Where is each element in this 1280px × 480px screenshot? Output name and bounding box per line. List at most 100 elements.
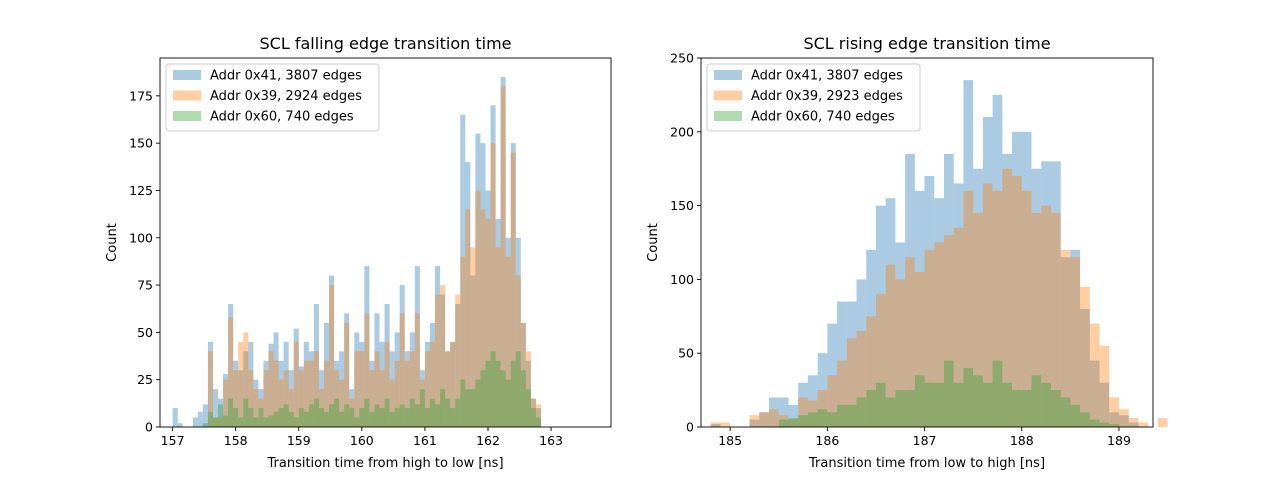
bar <box>827 375 838 427</box>
bar <box>875 205 886 427</box>
bar <box>470 389 476 427</box>
bar <box>238 370 244 427</box>
bar <box>1041 161 1051 427</box>
bar <box>866 316 876 427</box>
bar <box>905 257 915 427</box>
bar <box>807 412 818 427</box>
bar <box>480 143 486 427</box>
x-tick-label: 188 <box>1010 433 1034 448</box>
legend-label: Addr 0x41, 3807 edges <box>751 69 903 84</box>
x-tick-label: 160 <box>350 433 374 448</box>
bar <box>445 351 451 427</box>
legend-swatch <box>714 70 742 80</box>
bar <box>298 370 304 427</box>
bar <box>228 398 234 427</box>
bar <box>1099 422 1110 427</box>
bar <box>856 279 867 427</box>
bar <box>788 419 799 427</box>
bar <box>429 341 436 427</box>
bar <box>914 190 925 427</box>
y-tick-label: 75 <box>137 278 153 293</box>
bar <box>837 360 847 427</box>
bar <box>1109 397 1119 427</box>
bar <box>364 313 370 427</box>
bar <box>440 285 446 427</box>
bar <box>510 143 516 427</box>
bar <box>1002 168 1013 427</box>
bar <box>982 117 993 427</box>
chart-panel-2: 185 186 187 188 189 0 50 100 150 200 250 SCL rising… <box>646 34 1168 471</box>
bar <box>895 242 906 427</box>
bar <box>827 412 838 427</box>
bar <box>465 162 471 427</box>
bar <box>384 304 390 427</box>
bar <box>924 176 935 427</box>
legend-box <box>706 63 921 132</box>
bar <box>837 301 847 427</box>
x-tick-label: 163 <box>539 433 563 448</box>
y-tick-label: 150 <box>129 136 153 151</box>
bar <box>414 404 420 427</box>
series-2-bars <box>207 86 541 427</box>
bar <box>344 313 350 427</box>
bar <box>480 370 486 427</box>
bar <box>379 370 385 427</box>
bar <box>1021 390 1032 427</box>
bar <box>1012 131 1022 428</box>
bar <box>515 237 521 427</box>
bar <box>1118 409 1129 427</box>
bar <box>1080 286 1090 427</box>
bar <box>475 379 481 427</box>
bar <box>798 382 808 427</box>
bar <box>223 379 229 427</box>
bar <box>1060 257 1071 427</box>
bar <box>278 408 284 427</box>
bar <box>788 418 799 427</box>
bar <box>238 417 244 427</box>
bar <box>992 94 1003 428</box>
series-2-bars <box>710 168 1168 427</box>
bar <box>1031 375 1042 427</box>
bar <box>798 397 808 427</box>
bar <box>359 351 365 427</box>
legend-label: Addr 0x39, 2923 edges <box>751 89 903 104</box>
bar <box>404 351 410 427</box>
bar <box>440 389 446 427</box>
bar <box>1050 161 1061 427</box>
bar <box>1002 382 1013 427</box>
bar <box>520 322 526 427</box>
y-tick-label: 250 <box>670 51 694 66</box>
bar <box>283 370 289 427</box>
chart-panel-1: 157 158 159 160 161 162 163 0 25 50 75 100 125 150 175… <box>105 34 612 471</box>
bar <box>349 389 355 427</box>
bar <box>530 408 536 427</box>
bar <box>769 397 779 427</box>
bar <box>914 375 925 427</box>
bar <box>364 266 370 427</box>
bar <box>308 404 314 427</box>
bar <box>1109 412 1119 427</box>
bar <box>1118 415 1129 427</box>
bar <box>419 389 425 427</box>
bar <box>759 412 770 427</box>
bar <box>525 351 531 427</box>
bar <box>278 360 284 427</box>
bar <box>1070 249 1081 427</box>
bar <box>1031 212 1042 427</box>
bar <box>192 417 198 427</box>
bar <box>273 411 279 427</box>
bar <box>384 398 390 427</box>
bar <box>334 370 340 427</box>
y-tick-label: 125 <box>129 183 153 198</box>
bar <box>963 80 974 427</box>
bar <box>339 379 345 427</box>
bar <box>525 389 531 427</box>
bar <box>470 247 476 427</box>
bar <box>455 294 461 427</box>
y-tick-label: 25 <box>137 372 153 387</box>
bar <box>530 398 536 427</box>
bar <box>318 370 324 427</box>
bar <box>485 190 491 427</box>
bar <box>1070 404 1081 427</box>
